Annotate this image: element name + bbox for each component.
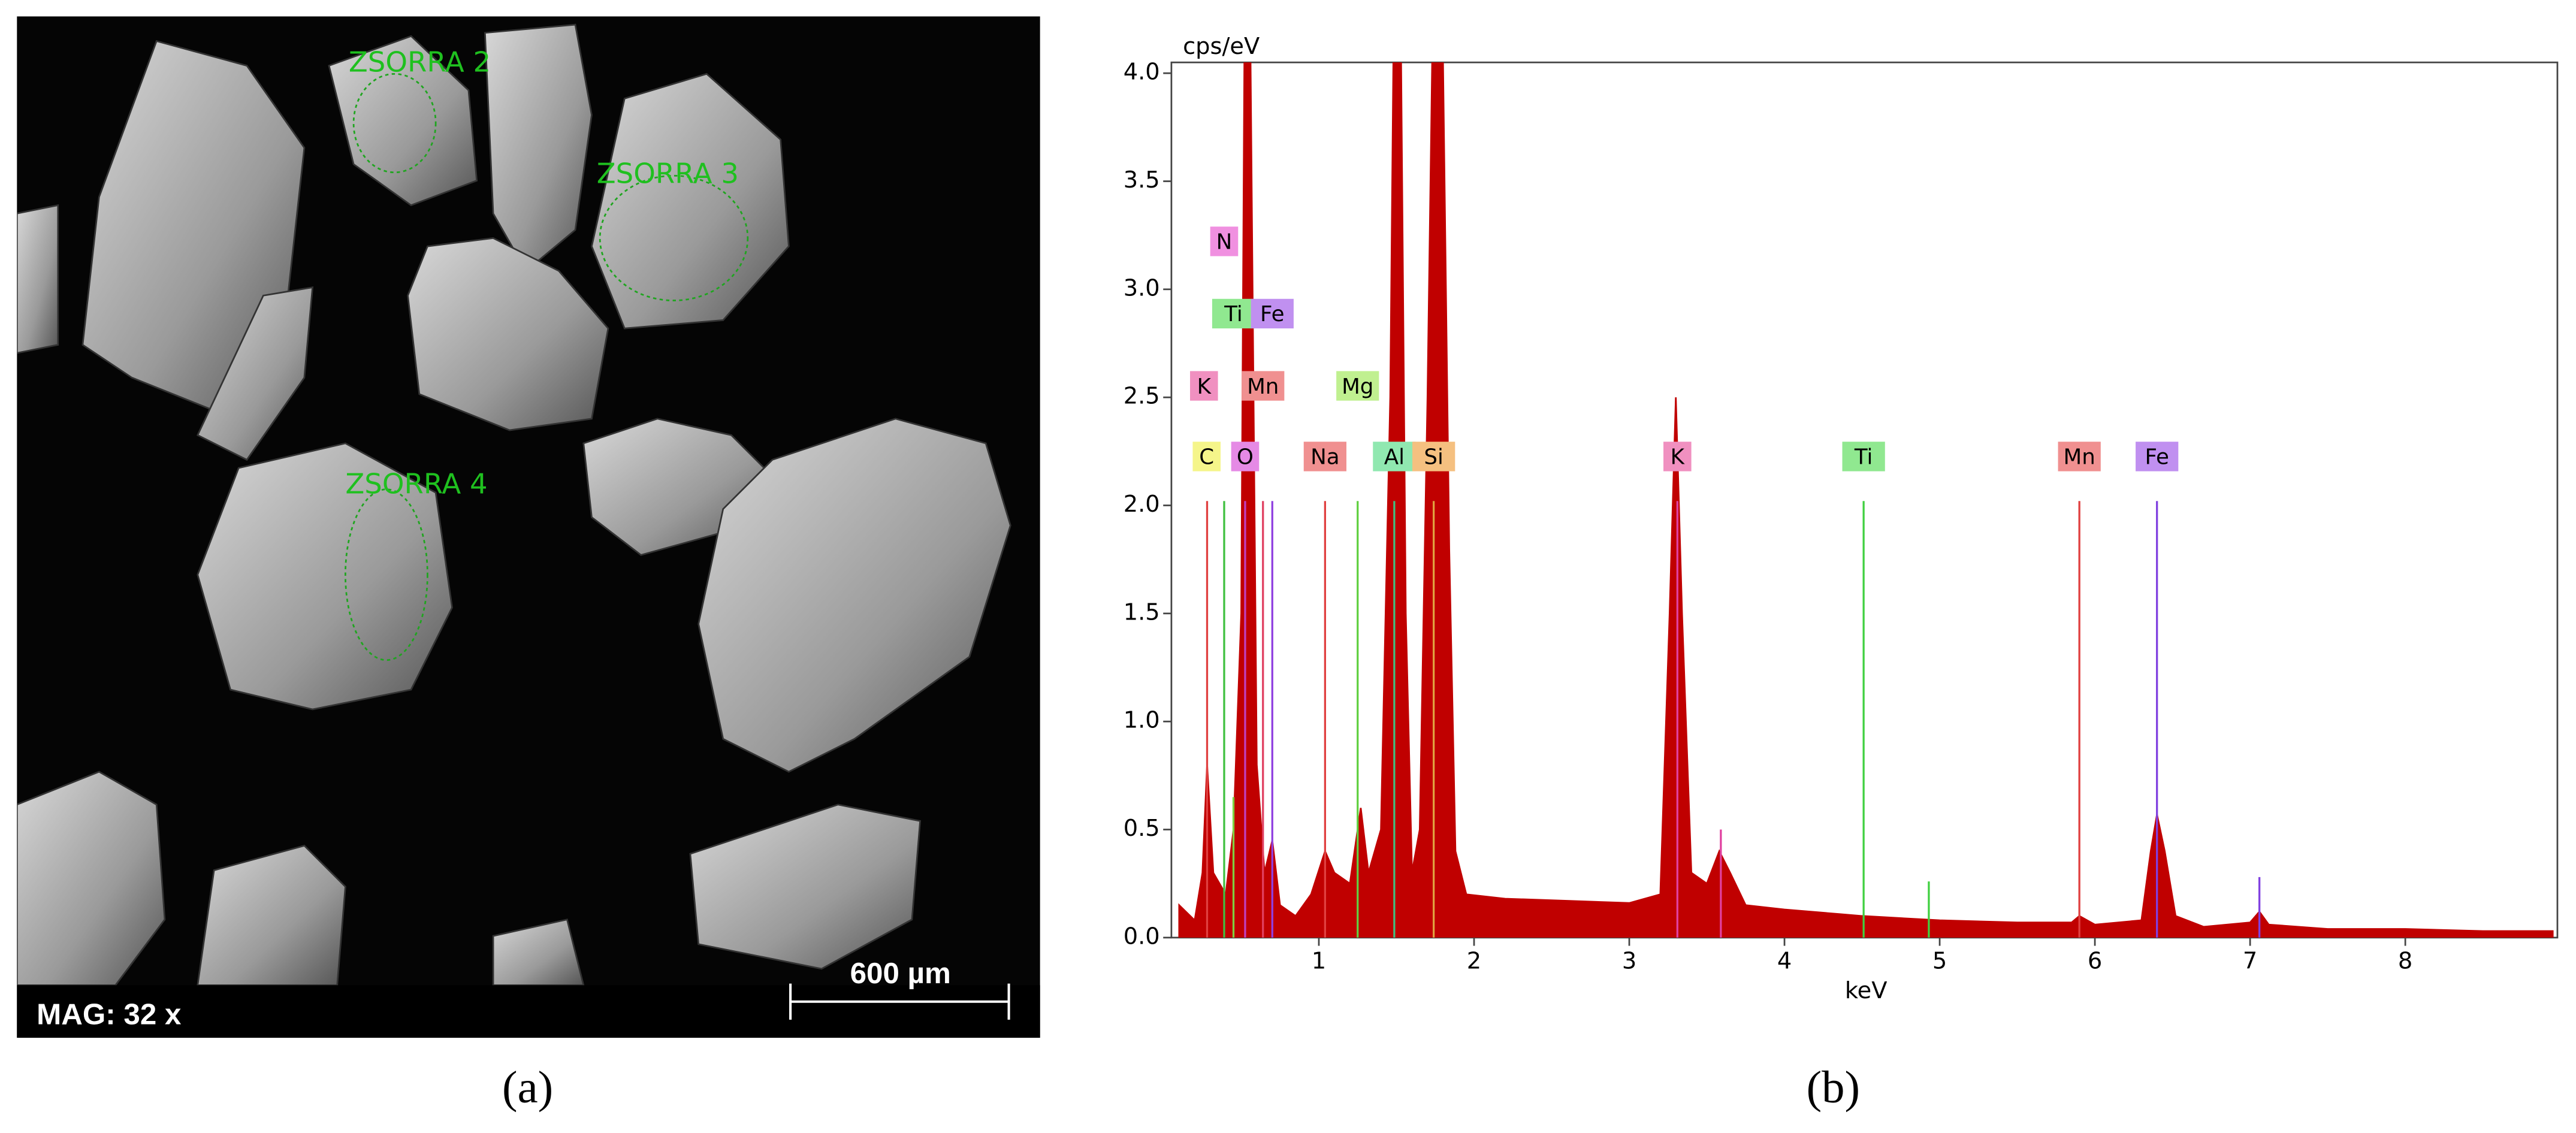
- x-tick-label: 6: [2088, 947, 2102, 974]
- element-label: Ti: [1224, 302, 1243, 327]
- element-label-box: [1336, 371, 1379, 401]
- element-label: N: [1216, 230, 1233, 255]
- element-label: Mn: [2064, 445, 2095, 470]
- x-tick-label: 2: [1467, 947, 1481, 974]
- element-label: K: [1197, 374, 1212, 399]
- element-label: Al: [1384, 445, 1405, 470]
- spectrum-chart: cps/eV keV N Ti Fe K Mn Mg C O Na Al Si K Ti Mn Fe 0.0 0…: [1124, 33, 2559, 1004]
- y-tick-label: 2.0: [1124, 491, 1160, 518]
- x-tick-label: 8: [2398, 947, 2412, 974]
- element-label: O: [1237, 445, 1254, 470]
- element-label: K: [1671, 445, 1686, 470]
- element-label: Ti: [1854, 445, 1873, 470]
- element-label: Fe: [2145, 445, 2169, 470]
- element-label: Mg: [1342, 374, 1373, 399]
- roi-label: ZSORRA 4: [345, 468, 487, 500]
- x-tick-label: 7: [2243, 947, 2257, 974]
- particles: [17, 23, 1011, 986]
- info-bar: [17, 985, 1040, 1038]
- spectrum-area: [1178, 62, 2554, 938]
- element-label: Na: [1310, 445, 1339, 470]
- element-label-box: [1842, 442, 1885, 472]
- element-label-box: [1192, 442, 1221, 472]
- element-label: Fe: [1260, 302, 1284, 327]
- y-tick-label: 3.0: [1124, 274, 1160, 301]
- element-label: Mn: [1247, 374, 1279, 399]
- element-label-box: [1663, 442, 1692, 472]
- scale-bar-label: 600 µm: [850, 957, 951, 990]
- y-tick-label: 1.5: [1124, 599, 1160, 626]
- element-label-box: [1212, 298, 1255, 329]
- y-axis-label: cps/eV: [1183, 33, 1260, 60]
- x-tick-label: 4: [1777, 947, 1792, 974]
- caption: (a): [502, 1062, 553, 1113]
- element-label-box: [1242, 371, 1285, 401]
- y-tick-label: 4.0: [1124, 59, 1160, 86]
- element-label-box: [1231, 442, 1260, 472]
- element-label-box: [2058, 442, 2101, 472]
- y-tick-label: 0.5: [1124, 815, 1160, 842]
- y-tick-label: 3.5: [1124, 167, 1160, 194]
- caption: (b): [1807, 1062, 1860, 1113]
- element-label-box: [1412, 442, 1455, 472]
- element-label-box: [2136, 442, 2179, 472]
- element-label-box: [1303, 442, 1346, 472]
- element-label: C: [1199, 445, 1214, 470]
- plot-area: [1178, 62, 2554, 938]
- roi-label: ZSORRA 2: [349, 46, 491, 78]
- sem-image: ZSORRA 2 ZSORRA 3 ZSORRA 4 MAG: 32 x 600…: [17, 16, 1040, 1038]
- element-label-box: [1251, 298, 1294, 329]
- scale-bar: [789, 983, 1010, 1020]
- y-tick-label: 1.0: [1124, 707, 1160, 734]
- x-axis-label: keV: [1845, 977, 1888, 1004]
- element-label-box: [1190, 371, 1218, 401]
- y-tick-label: 0.0: [1124, 923, 1160, 950]
- roi-label: ZSORRA 3: [597, 158, 739, 190]
- element-label: Si: [1424, 445, 1443, 470]
- element-label-box: [1373, 442, 1416, 472]
- roi-ellipses: [345, 72, 749, 661]
- x-tick-label: 3: [1622, 947, 1636, 974]
- element-label-box: [1210, 226, 1239, 256]
- x-tick-label: 1: [1312, 947, 1326, 974]
- x-tick-label: 5: [1932, 947, 1947, 974]
- magnification: MAG: 32 x: [37, 998, 182, 1031]
- y-tick-label: 2.5: [1124, 383, 1160, 410]
